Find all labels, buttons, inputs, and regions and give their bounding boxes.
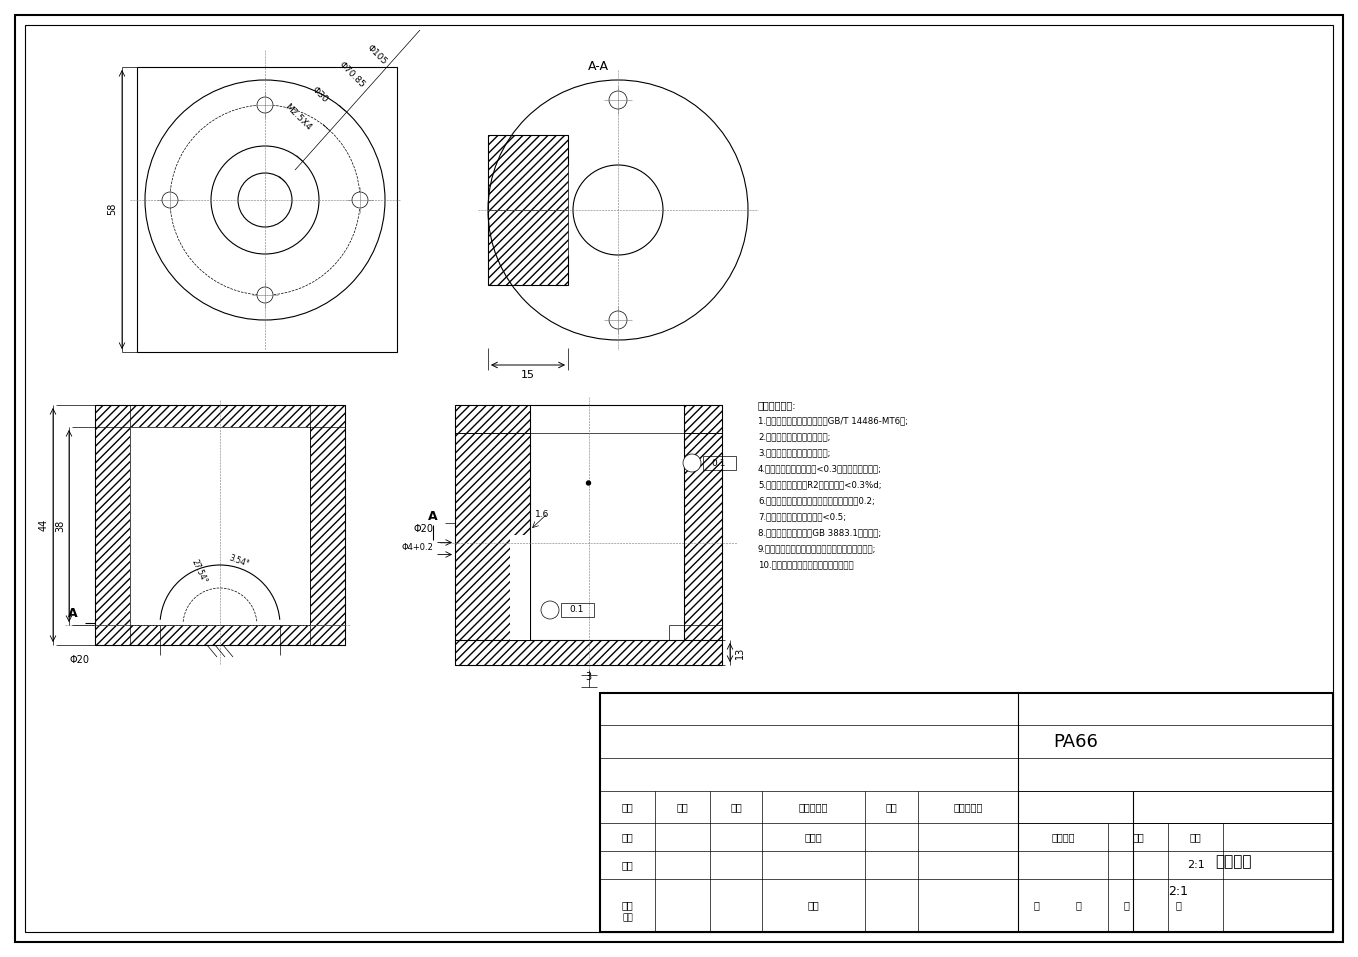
Text: A-A: A-A	[588, 60, 608, 73]
Text: 审核: 审核	[622, 860, 633, 870]
Text: 年、月、日: 年、月、日	[953, 802, 983, 812]
Circle shape	[210, 146, 319, 254]
Circle shape	[145, 80, 386, 320]
Circle shape	[257, 287, 273, 303]
Text: 1.6: 1.6	[535, 510, 550, 519]
Text: 6.各横截面积铸件质量偏差不超过计划值的0.2;: 6.各横截面积铸件质量偏差不超过计划值的0.2;	[758, 496, 875, 505]
Polygon shape	[455, 405, 722, 433]
Text: 9.铸件内腔表面打上材料标识和图号标识后保存好;: 9.铸件内腔表面打上材料标识和图号标识后保存好;	[758, 544, 876, 553]
Circle shape	[683, 454, 701, 472]
Bar	[600, 693, 1334, 932]
Text: 更政文件号: 更政文件号	[799, 802, 828, 812]
Polygon shape	[530, 405, 684, 433]
Circle shape	[257, 97, 273, 113]
Text: Φ30: Φ30	[310, 85, 330, 104]
Text: Φ20: Φ20	[413, 524, 433, 535]
Text: Φ105: Φ105	[365, 43, 388, 67]
Text: 2:1: 2:1	[1168, 885, 1188, 898]
Text: 7.对对称截面特合面不平度<0.5;: 7.对对称截面特合面不平度<0.5;	[758, 512, 846, 521]
Text: 比例: 比例	[1190, 832, 1202, 842]
Polygon shape	[511, 535, 530, 640]
Text: 58: 58	[107, 203, 117, 215]
Circle shape	[608, 311, 627, 329]
Text: 38: 38	[56, 520, 65, 532]
Bar	[137, 67, 397, 352]
Text: Φ4+0.2: Φ4+0.2	[401, 544, 433, 552]
Polygon shape	[95, 625, 345, 645]
Polygon shape	[455, 433, 530, 640]
Text: 标准化: 标准化	[805, 832, 823, 842]
Text: 13: 13	[735, 646, 746, 658]
Polygon shape	[684, 405, 722, 433]
Circle shape	[170, 105, 360, 295]
Text: 机械爪下: 机械爪下	[1215, 854, 1251, 869]
Text: 10.铸件表面喷涂后放置妥善防护存放。: 10.铸件表面喷涂后放置妥善防护存放。	[758, 560, 854, 569]
Text: 张: 张	[1076, 901, 1081, 910]
Text: 3.54°: 3.54°	[228, 553, 251, 569]
Text: 0.1: 0.1	[570, 606, 584, 614]
Text: A: A	[68, 607, 77, 620]
Text: 0.1: 0.1	[712, 458, 727, 468]
Circle shape	[540, 601, 559, 619]
Text: 签名: 签名	[885, 802, 898, 812]
Text: 工艺: 工艺	[622, 901, 633, 910]
Text: 4.浇口、冒口切除后飞边<0.3，且不得损坏表面;: 4.浇口、冒口切除后飞边<0.3，且不得损坏表面;	[758, 464, 881, 473]
Text: 批准: 批准	[808, 901, 819, 910]
Polygon shape	[530, 433, 684, 640]
Polygon shape	[95, 405, 130, 645]
Text: Φ70.85: Φ70.85	[337, 60, 367, 90]
Circle shape	[608, 91, 627, 109]
Circle shape	[352, 192, 368, 208]
Polygon shape	[95, 405, 345, 427]
Text: 分区: 分区	[731, 802, 741, 812]
Polygon shape	[488, 135, 568, 210]
Text: 1.未注公差尺寸的极限偏差按GB/T 14486-MT6级;: 1.未注公差尺寸的极限偏差按GB/T 14486-MT6级;	[758, 416, 909, 425]
Bar	[703, 456, 736, 470]
Polygon shape	[455, 640, 722, 665]
Text: M2.5X4: M2.5X4	[282, 101, 314, 132]
Text: 重量: 重量	[1133, 832, 1143, 842]
Text: PA66: PA66	[1052, 733, 1097, 751]
Text: 共: 共	[1033, 901, 1039, 910]
Polygon shape	[310, 405, 345, 645]
Text: 附段标记: 附段标记	[1051, 832, 1074, 842]
Circle shape	[573, 165, 663, 255]
Text: 铸铸技术要求:: 铸铸技术要求:	[758, 400, 797, 410]
Text: 3: 3	[585, 672, 592, 682]
Text: 8.铸件标准按照标准合GB 3883.1标准制成;: 8.铸件标准按照标准合GB 3883.1标准制成;	[758, 528, 881, 537]
Text: 设计: 设计	[622, 832, 633, 842]
Text: 张: 张	[1175, 901, 1181, 910]
Text: Φ20: Φ20	[71, 655, 90, 665]
Circle shape	[238, 173, 292, 227]
Text: 27.54°: 27.54°	[190, 558, 209, 585]
Text: 3.无缩孔、裂纹、夹杂等缺陷;: 3.无缩孔、裂纹、夹杂等缺陷;	[758, 448, 831, 457]
Text: 2:1: 2:1	[1187, 860, 1205, 870]
Polygon shape	[684, 433, 722, 640]
Text: 第: 第	[1123, 901, 1128, 910]
Text: 标记: 标记	[622, 802, 633, 812]
Text: 2.铸件应饱满光滑，色泽均匀;: 2.铸件应饱满光滑，色泽均匀;	[758, 432, 831, 441]
Text: 5.未注边缘圆角半径R2，圆角误差<0.3%d;: 5.未注边缘圆角半径R2，圆角误差<0.3%d;	[758, 480, 881, 489]
Circle shape	[162, 192, 178, 208]
Circle shape	[587, 481, 591, 485]
Bar	[561, 603, 593, 617]
Text: 15: 15	[521, 370, 535, 380]
Polygon shape	[130, 427, 310, 625]
Text: 处数: 处数	[676, 802, 689, 812]
Text: 工号: 工号	[622, 913, 633, 922]
Polygon shape	[488, 210, 568, 285]
Text: A: A	[428, 510, 437, 523]
Text: 44: 44	[39, 519, 49, 531]
